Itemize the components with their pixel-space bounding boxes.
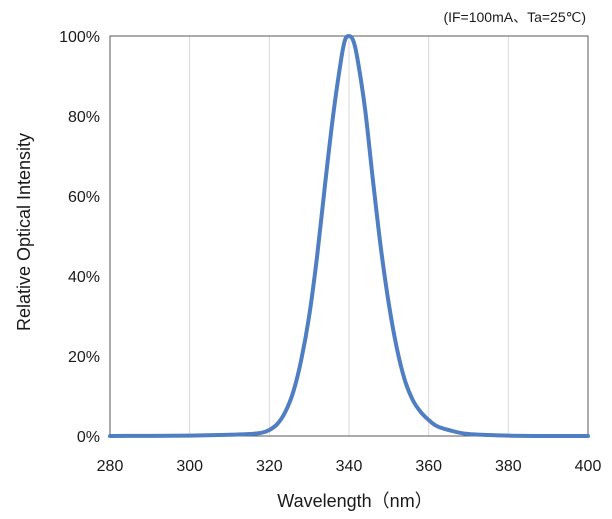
x-tick-label: 320 [256, 458, 283, 475]
x-tick-label: 400 [575, 458, 602, 475]
x-tick-label: 360 [415, 458, 442, 475]
measurement-conditions: (IF=100mA、Ta=25℃) [443, 9, 586, 25]
grid [189, 36, 509, 436]
y-tick-label: 100% [59, 29, 100, 46]
x-tick-label: 280 [97, 458, 124, 475]
spectrum-series-line [108, 34, 590, 438]
y-tick-label: 0% [77, 429, 100, 446]
y-tick-label: 40% [68, 269, 100, 286]
x-tick-label: 300 [176, 458, 203, 475]
x-axis-ticks: 280 300 320 340 360 380 400 [97, 458, 602, 475]
y-tick-label: 20% [68, 349, 100, 366]
y-axis-label: Relative Optical Intensity [14, 133, 34, 331]
x-tick-label: 380 [495, 458, 522, 475]
y-tick-label: 80% [68, 109, 100, 126]
series-layer [108, 34, 590, 438]
y-tick-label: 60% [68, 189, 100, 206]
y-axis-ticks: 0% 20% 40% 60% 80% 100% [59, 29, 100, 446]
x-axis-label: Wavelength（nm） [277, 491, 432, 511]
x-tick-label: 340 [336, 458, 363, 475]
